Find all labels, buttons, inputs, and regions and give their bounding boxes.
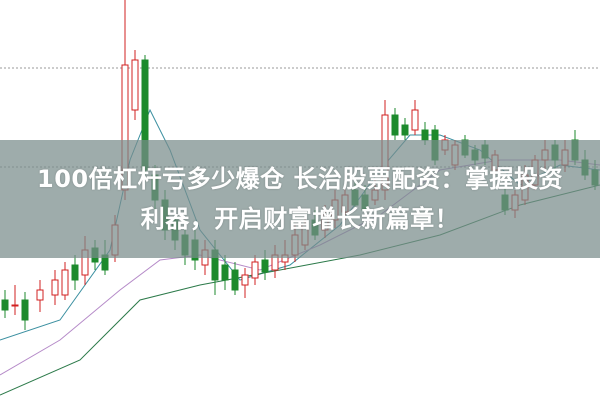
candle-body [231, 269, 239, 291]
candle-body [61, 269, 69, 296]
candle-body [241, 274, 249, 286]
candle-body [36, 289, 44, 301]
candle-body [401, 124, 409, 136]
candle-body [421, 129, 429, 141]
headline-banner: 100倍杠杆亏多少爆仓 长治股票配资：掌握投资 利器，开启财富增长新篇章！ [0, 140, 600, 258]
candle-body [251, 261, 259, 279]
candle-body [21, 299, 29, 321]
candle-body [391, 114, 399, 136]
candle-body [411, 109, 419, 131]
candle-body [1, 299, 9, 311]
candle-body [11, 304, 19, 307]
headline-line-2: 利器，开启财富增长新篇章！ [140, 205, 460, 233]
candle-body [261, 259, 269, 273]
candle-body [131, 59, 139, 111]
candle-body [51, 279, 59, 296]
candle-body [221, 264, 229, 281]
candle-body [71, 264, 79, 281]
headline-line-1: 100倍杠杆亏多少爆仓 长治股票配资：掌握投资 [37, 165, 563, 193]
